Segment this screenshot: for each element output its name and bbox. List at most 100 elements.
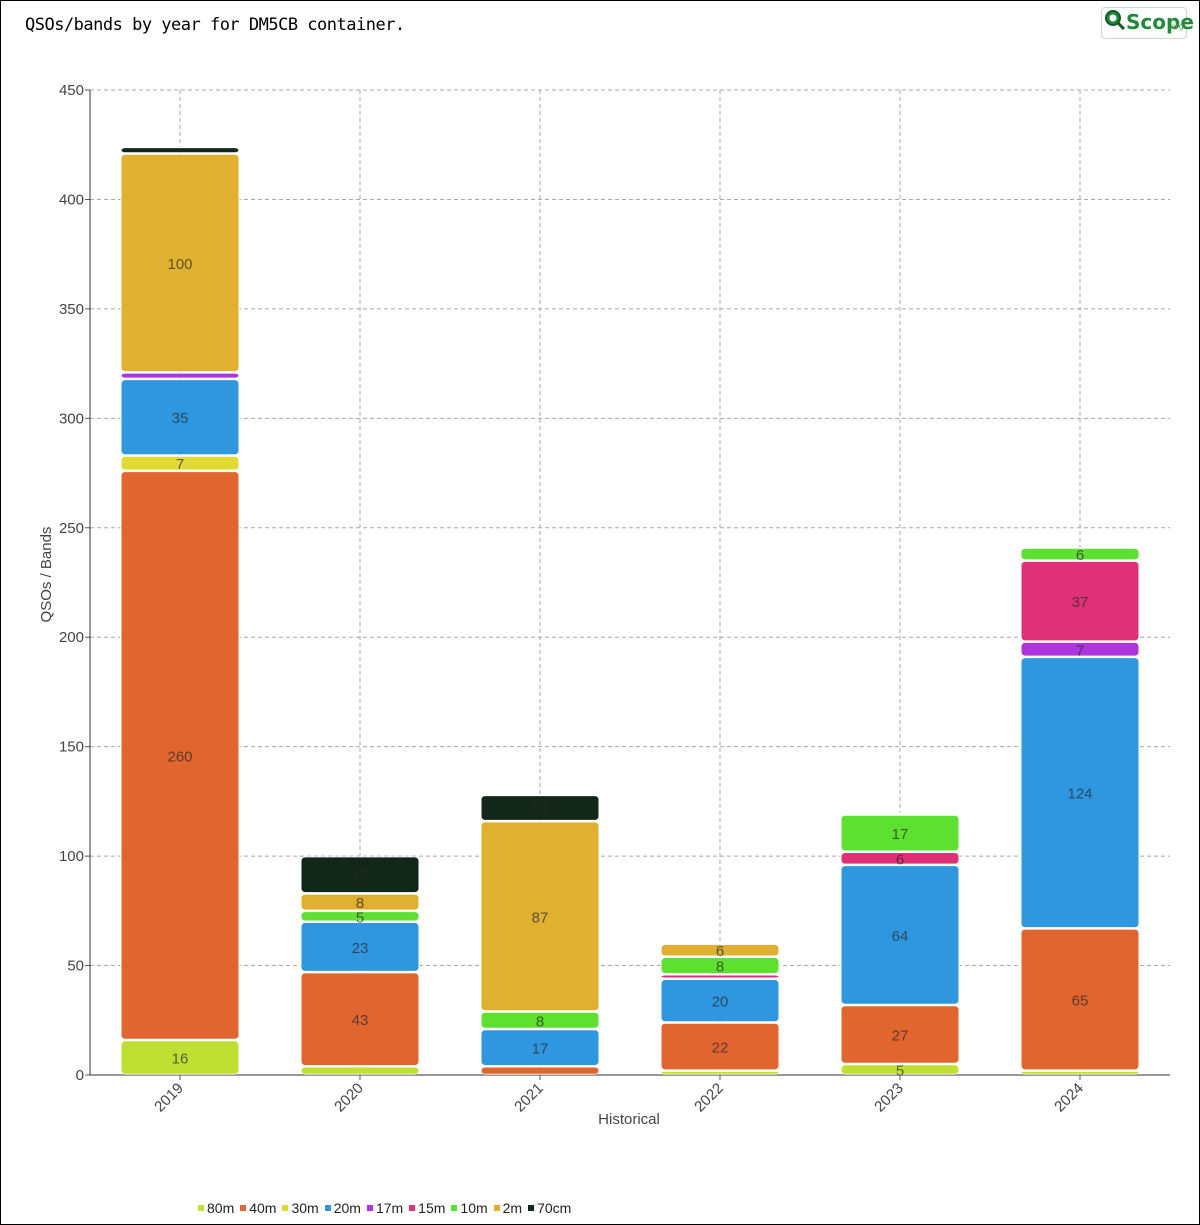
- bar-segment-40m: [300, 972, 420, 1066]
- legend-swatch: [409, 1205, 416, 1211]
- legend-item-30m[interactable]: 30m: [282, 1200, 319, 1216]
- bar-segment-15m: [1020, 560, 1140, 642]
- bar-data-label: 20: [712, 994, 729, 1011]
- bar-segment-20m: [120, 379, 240, 456]
- bar-segment-40m: [840, 1005, 960, 1064]
- legend-swatch: [324, 1205, 331, 1211]
- y-tick-label: 300: [59, 410, 84, 427]
- legend-label: 30m: [291, 1200, 319, 1216]
- bar-data-label: 8: [356, 895, 364, 912]
- x-axis-title: Historical: [598, 1111, 660, 1128]
- chart-title: QSOs/bands by year for DM5CB container.: [25, 15, 405, 35]
- y-tick-label: 450: [59, 82, 84, 99]
- legend-label: 40m: [249, 1200, 277, 1216]
- bar-data-label: 124: [1067, 786, 1092, 803]
- x-tick-label: 2023: [871, 1080, 907, 1116]
- bar-segment-2m: [480, 821, 600, 1012]
- bar-data-label: 64: [892, 928, 909, 945]
- bar-data-label: 6: [1076, 547, 1084, 564]
- legend-swatch: [451, 1205, 458, 1211]
- y-tick-label: 150: [59, 739, 84, 756]
- bar-segment-17m: [1020, 641, 1140, 657]
- bar-segment-70cm: [120, 147, 240, 154]
- legend-item-10m[interactable]: 10m: [451, 1200, 488, 1216]
- bar-data-label: 7: [176, 456, 184, 473]
- bar-data-label: 5: [356, 909, 364, 926]
- legend-item-40m[interactable]: 40m: [240, 1200, 276, 1216]
- bar-segment-20m: [660, 978, 780, 1023]
- y-tick-label: 0: [76, 1067, 84, 1084]
- bar-segment-2m: [120, 153, 240, 373]
- y-axis-title: QSOs / Bands: [38, 527, 55, 623]
- bar-segment-40m: [480, 1066, 600, 1075]
- bar-segment-10m: [660, 957, 780, 975]
- bar-segment-10m: [480, 1011, 600, 1029]
- bar-data-label: 100: [167, 256, 192, 273]
- bar-segment-70cm: [480, 795, 600, 821]
- bar-data-label: 5: [896, 1063, 904, 1080]
- legend-swatch: [282, 1205, 289, 1211]
- qscope-logo[interactable]: Scope .org: [1101, 7, 1194, 39]
- bar-data-label: 87: [532, 909, 549, 926]
- y-tick-label: 100: [59, 848, 84, 865]
- bar-segment-30m: [120, 455, 240, 471]
- bar-data-label: 37: [1072, 594, 1089, 611]
- bar-segment-20m: [1020, 657, 1140, 929]
- bar-data-label: 35: [172, 410, 189, 427]
- bar-data-label: 6: [896, 851, 904, 868]
- bar-segment-15m: [660, 974, 780, 979]
- bar-data-label: 43: [352, 1012, 369, 1029]
- x-tick-label: 2024: [1051, 1080, 1087, 1116]
- bar-data-label: 7: [1076, 642, 1084, 659]
- bar-segment-80m: [840, 1064, 960, 1075]
- bar-data-label: 6: [716, 943, 724, 960]
- bar-segment-10m: [300, 911, 420, 922]
- bar-segment-10m: [1020, 547, 1140, 561]
- y-tick-label: 200: [59, 629, 84, 646]
- y-tick-label: 400: [59, 191, 84, 208]
- bar-segment-40m: [660, 1022, 780, 1071]
- bar-segment-2m: [300, 893, 420, 911]
- x-tick-label: 2020: [331, 1080, 367, 1116]
- bar-segment-40m: [120, 471, 240, 1040]
- bar-segment-20m: [300, 922, 420, 972]
- bar-data-label: 12: [532, 801, 549, 818]
- legend-item-2m[interactable]: 2m: [493, 1200, 523, 1216]
- legend-item-20m[interactable]: 20m: [324, 1200, 361, 1216]
- bar-segment-10m: [840, 814, 960, 852]
- bar-data-label: 260: [167, 748, 192, 765]
- legend-label: 20m: [333, 1200, 361, 1216]
- logo-suffix: .org: [1168, 22, 1184, 31]
- bar-data-label: 17: [892, 826, 909, 843]
- legend-label: 80m: [207, 1200, 235, 1216]
- bar-data-label: 8: [716, 959, 724, 976]
- bar-segment-70cm: [300, 856, 420, 894]
- legend-label: 17m: [375, 1200, 404, 1216]
- bar-data-label: 27: [892, 1028, 909, 1045]
- bar-segment-40m: [1020, 928, 1140, 1071]
- bar-data-label: 17: [352, 868, 369, 885]
- y-tick-label: 350: [59, 301, 84, 318]
- magnifier-icon: [1105, 10, 1126, 31]
- x-tick-label: 2021: [511, 1080, 547, 1116]
- bar-data-label: 16: [172, 1050, 189, 1067]
- legend-label: 70cm: [537, 1200, 572, 1216]
- legend-item-15m[interactable]: 15m: [409, 1200, 445, 1216]
- bar-data-label: 65: [1072, 992, 1089, 1009]
- x-tick-label: 2022: [691, 1080, 727, 1116]
- legend-item-70cm[interactable]: 70cm: [528, 1200, 571, 1216]
- chart-legend: 80m 40m 30m 20m 17m 15m 10m 2m 70cm: [198, 1200, 571, 1216]
- bar-segment-80m: [120, 1040, 240, 1075]
- y-tick-label: 250: [59, 520, 84, 537]
- legend-label: 15m: [418, 1200, 446, 1216]
- bar-data-label: 8: [536, 1013, 544, 1030]
- legend-item-80m[interactable]: 80m: [198, 1200, 234, 1216]
- logo-text: Scope: [1126, 10, 1194, 34]
- x-tick-label: 2019: [151, 1080, 187, 1116]
- legend-label: 2m: [502, 1200, 523, 1216]
- bar-segment-80m: [660, 1070, 780, 1075]
- bar-data-label: 17: [532, 1041, 549, 1058]
- legend-item-17m[interactable]: 17m: [366, 1200, 404, 1216]
- legend-swatch: [493, 1205, 500, 1211]
- bar-segment-80m: [300, 1066, 420, 1075]
